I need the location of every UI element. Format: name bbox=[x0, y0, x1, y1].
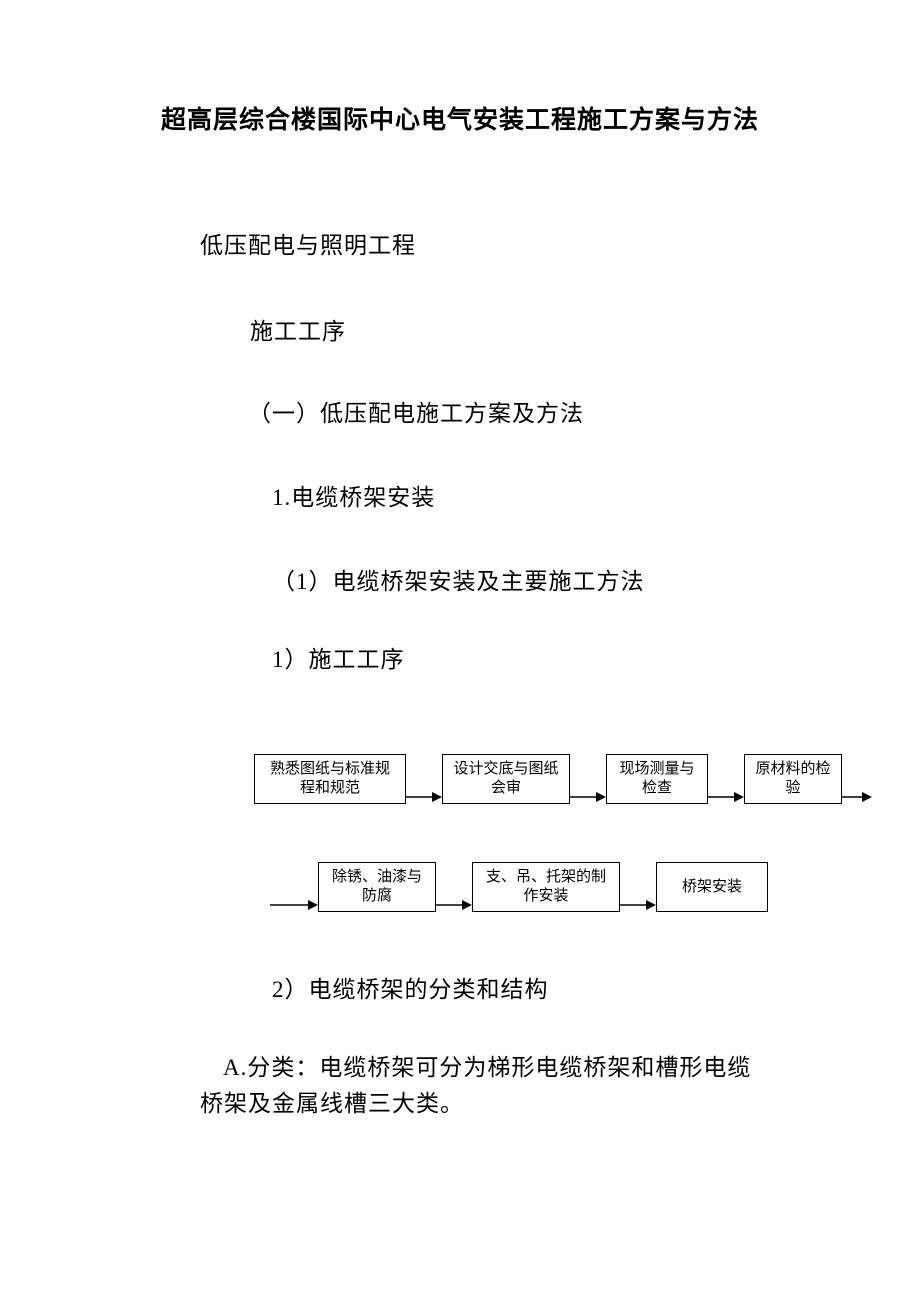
arrow-icon bbox=[708, 790, 744, 804]
flow-box: 支、吊、托架的制作安装 bbox=[472, 862, 620, 912]
arrow-icon bbox=[620, 898, 656, 912]
flow-box: 熟悉图纸与标准规程和规范 bbox=[254, 754, 406, 804]
flow-box: 除锈、油漆与防腐 bbox=[318, 862, 436, 912]
heading-section-6: 1）施工工序 bbox=[272, 640, 790, 674]
arrow-cell bbox=[842, 754, 872, 804]
flow-box: 桥架安装 bbox=[656, 862, 768, 912]
arrow-icon bbox=[436, 898, 472, 912]
arrow-cell bbox=[708, 754, 744, 804]
heading-section-2: 施工工序 bbox=[250, 312, 790, 346]
arrow-icon bbox=[406, 790, 442, 804]
flowchart-row-1: 熟悉图纸与标准规程和规范设计交底与图纸会审现场测量与检查原材料的检验 bbox=[254, 754, 920, 804]
heading-section-5: （1）电缆桥架安装及主要施工方法 bbox=[272, 562, 790, 596]
paragraph-a: A.分类：电缆桥架可分为梯形电缆桥架和槽形电缆桥架及金属线槽三大类。 bbox=[200, 1050, 770, 1121]
arrow-cell bbox=[436, 862, 472, 912]
heading-section-4: 1.电缆桥架安装 bbox=[272, 478, 790, 512]
heading-section-1: 低压配电与照明工程 bbox=[200, 226, 790, 260]
flow-box: 原材料的检验 bbox=[744, 754, 842, 804]
document-page: 超高层综合楼国际中心电气安装工程施工方案与方法 低压配电与照明工程 施工工序 （… bbox=[0, 0, 920, 1181]
arrow-cell bbox=[570, 754, 606, 804]
page-title: 超高层综合楼国际中心电气安装工程施工方案与方法 bbox=[0, 100, 920, 136]
flow-box: 现场测量与检查 bbox=[606, 754, 708, 804]
arrow-icon bbox=[270, 898, 318, 912]
arrow-icon bbox=[570, 790, 606, 804]
arrow-icon bbox=[842, 790, 872, 804]
flowchart-row-2: 除锈、油漆与防腐支、吊、托架的制作安装桥架安装 bbox=[270, 862, 920, 912]
heading-section-7: 2）电缆桥架的分类和结构 bbox=[272, 970, 920, 1004]
flow-box: 设计交底与图纸会审 bbox=[442, 754, 570, 804]
arrow-cell bbox=[406, 754, 442, 804]
paragraph-a-text: A.分类：电缆桥架可分为梯形电缆桥架和槽形电缆桥架及金属线槽三大类。 bbox=[200, 1050, 770, 1121]
text-block: 低压配电与照明工程 施工工序 （一）低压配电施工方案及方法 1.电缆桥架安装 （… bbox=[200, 226, 790, 674]
arrow-cell bbox=[270, 862, 318, 912]
arrow-cell bbox=[620, 862, 656, 912]
heading-section-3: （一）低压配电施工方案及方法 bbox=[248, 394, 790, 428]
